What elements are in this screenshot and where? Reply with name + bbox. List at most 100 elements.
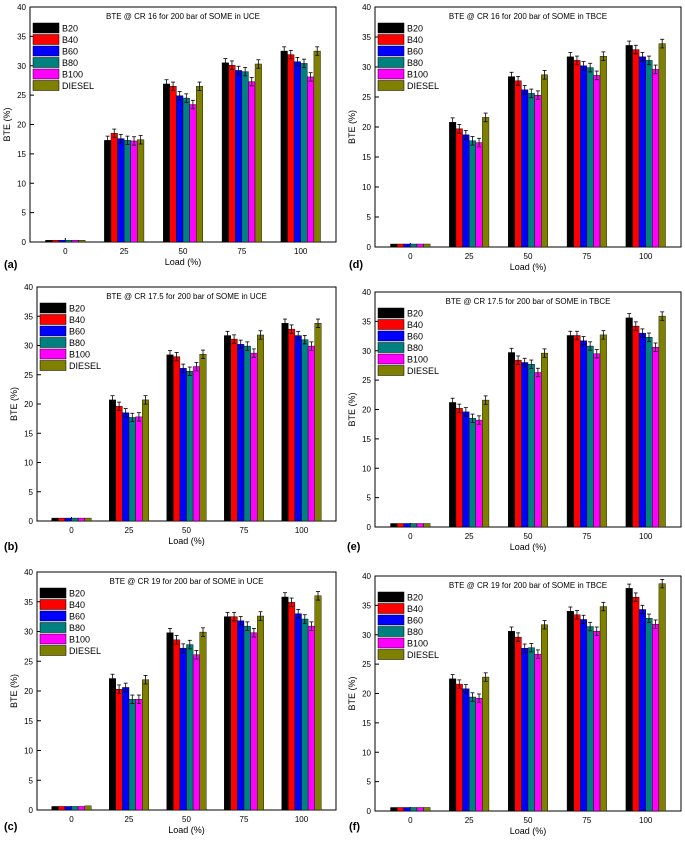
bar xyxy=(71,806,79,811)
y-axis-label: BTE (%) xyxy=(9,674,19,708)
bar xyxy=(182,97,190,243)
legend-swatch xyxy=(377,342,405,353)
x-tick-label: 50 xyxy=(524,532,533,541)
bar xyxy=(280,50,288,243)
x-axis-label: Load (%) xyxy=(168,536,205,546)
bar xyxy=(189,104,197,243)
bar xyxy=(237,620,245,811)
y-tick-label: 5 xyxy=(22,209,27,218)
y-axis-label: BTE (%) xyxy=(347,676,357,710)
y-tick-label: 15 xyxy=(362,719,371,728)
legend-label: B20 xyxy=(69,589,85,599)
y-tick-label: 25 xyxy=(24,657,33,666)
y-tick-label: 35 xyxy=(24,312,33,321)
x-tick-label: 100 xyxy=(295,526,309,535)
bar xyxy=(293,61,301,243)
panel-label: (e) xyxy=(347,541,361,553)
bar xyxy=(128,417,136,522)
bar xyxy=(410,523,418,528)
legend-swatch xyxy=(39,645,67,656)
x-tick-label: 100 xyxy=(295,815,309,824)
bar xyxy=(541,74,549,248)
bar xyxy=(566,56,574,248)
legend-label: B60 xyxy=(407,332,423,342)
legend-swatch xyxy=(32,34,60,45)
bar xyxy=(58,806,66,811)
bar xyxy=(455,408,463,528)
bar xyxy=(652,69,660,248)
x-tick-label: 25 xyxy=(120,247,129,256)
bar xyxy=(84,805,92,811)
x-axis-label: Load (%) xyxy=(510,262,547,272)
y-tick-label: 30 xyxy=(362,63,371,72)
legend-label: B20 xyxy=(407,309,423,319)
legend-swatch xyxy=(377,614,405,626)
chart-panel-0: 0 5 10 15 20 25 30 35 40 BTE (%) 0 25 50 75 100 Load (%… xyxy=(2,3,337,271)
bar xyxy=(294,335,302,522)
bar xyxy=(632,596,640,812)
bar xyxy=(123,140,131,243)
bar xyxy=(223,335,231,522)
bar xyxy=(314,595,322,811)
bar xyxy=(294,613,302,811)
bar xyxy=(108,399,116,522)
legend-swatch xyxy=(39,337,67,348)
bar xyxy=(475,419,483,528)
bar xyxy=(141,679,149,811)
chart-panel-4: 0 5 10 15 20 25 30 35 40 BTE (%) 0 25 50 75 100 Load (%… xyxy=(4,568,337,835)
y-tick-label: 30 xyxy=(24,342,33,351)
x-tick-label: 0 xyxy=(69,815,74,824)
y-tick-label: 15 xyxy=(362,153,371,162)
panel-label: (d) xyxy=(349,259,363,271)
bar xyxy=(248,81,256,243)
bar xyxy=(162,83,170,243)
bar xyxy=(652,347,660,528)
bar xyxy=(307,76,315,243)
x-tick-label: 50 xyxy=(524,816,533,825)
bar xyxy=(416,807,424,812)
bar xyxy=(115,406,123,522)
bar xyxy=(58,517,66,522)
legend-label: B20 xyxy=(407,593,423,603)
bar xyxy=(416,523,424,528)
x-tick-label: 0 xyxy=(63,247,68,256)
y-tick-label: 40 xyxy=(362,288,371,297)
y-tick-label: 30 xyxy=(17,62,26,71)
y-tick-label: 25 xyxy=(362,93,371,102)
x-tick-label: 50 xyxy=(182,526,191,535)
y-tick-label: 20 xyxy=(362,690,371,699)
bar xyxy=(658,43,666,248)
bar xyxy=(228,64,236,243)
chart-panel-2: 0 5 10 15 20 25 30 35 40 BTE (%) 0 25 50 75 100 Load (%… xyxy=(4,283,337,553)
bar xyxy=(390,807,398,812)
legend-label: B40 xyxy=(69,315,85,325)
bar xyxy=(250,632,258,811)
bar xyxy=(573,60,581,248)
bar xyxy=(527,364,535,528)
legend-swatch xyxy=(377,330,405,342)
legend-label: B80 xyxy=(62,58,78,68)
bar xyxy=(287,54,295,243)
bar xyxy=(645,618,653,812)
y-tick-label: 20 xyxy=(362,123,371,132)
y-tick-label: 40 xyxy=(17,3,26,12)
legend-swatch xyxy=(32,68,60,80)
panel-label: (f) xyxy=(349,821,360,833)
legend-label: B40 xyxy=(62,35,78,45)
bar xyxy=(241,71,249,243)
legend-label: B60 xyxy=(407,616,423,626)
panel-label: (b) xyxy=(4,541,18,553)
y-tick-label: 25 xyxy=(362,376,371,385)
legend-label: DIESEL xyxy=(62,81,94,91)
x-tick-label: 25 xyxy=(465,816,474,825)
y-tick-label: 40 xyxy=(24,283,33,292)
legend-swatch xyxy=(377,353,405,365)
y-tick-label: 20 xyxy=(24,400,33,409)
bar xyxy=(314,323,322,522)
legend-label: B100 xyxy=(69,635,90,645)
legend-swatch xyxy=(377,626,405,637)
legend-swatch xyxy=(377,319,405,330)
legend-label: B80 xyxy=(69,623,85,633)
bar xyxy=(625,317,633,528)
bar xyxy=(403,523,411,528)
